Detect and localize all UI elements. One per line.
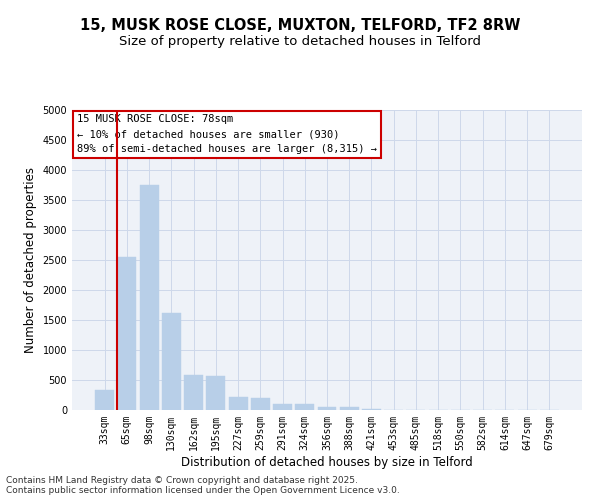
Bar [206,376,225,410]
Text: 15 MUSK ROSE CLOSE: 78sqm
← 10% of detached houses are smaller (930)
89% of semi: 15 MUSK ROSE CLOSE: 78sqm ← 10% of detac… [77,114,377,154]
X-axis label: Distribution of detached houses by size in Telford: Distribution of detached houses by size … [181,456,473,468]
Bar [95,390,114,410]
Bar [229,398,248,410]
Bar [118,257,136,410]
Bar [317,406,337,410]
Y-axis label: Number of detached properties: Number of detached properties [24,167,37,353]
Bar [162,313,181,410]
Text: Contains HM Land Registry data © Crown copyright and database right 2025.: Contains HM Land Registry data © Crown c… [6,476,358,485]
Bar [140,185,158,410]
Text: 15, MUSK ROSE CLOSE, MUXTON, TELFORD, TF2 8RW: 15, MUSK ROSE CLOSE, MUXTON, TELFORD, TF… [80,18,520,32]
Bar [340,408,359,410]
Bar [273,404,292,410]
Bar [295,404,314,410]
Bar [184,375,203,410]
Text: Size of property relative to detached houses in Telford: Size of property relative to detached ho… [119,35,481,48]
Text: Contains public sector information licensed under the Open Government Licence v3: Contains public sector information licen… [6,486,400,495]
Bar [251,398,270,410]
